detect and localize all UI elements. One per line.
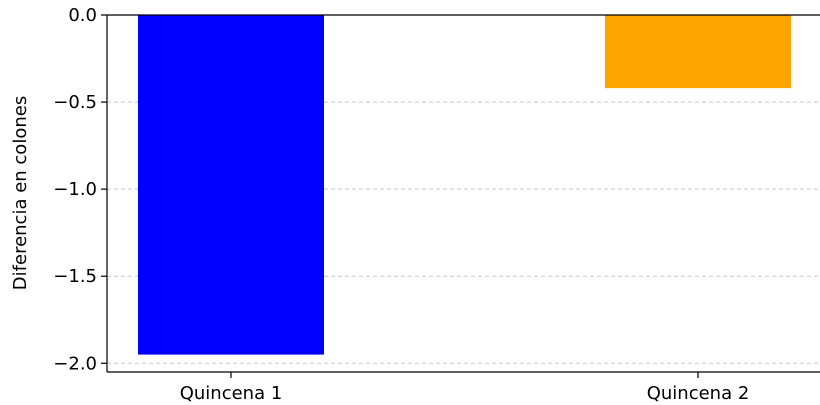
y-tick-label: −1.5 [53, 266, 97, 287]
y-tick-label: −1.0 [53, 179, 97, 200]
bar [138, 15, 324, 355]
y-tick-label: −0.5 [53, 92, 97, 113]
x-ticks: Quincena 1 Quincena 2 [180, 372, 750, 404]
x-tick-label: Quincena 2 [647, 383, 750, 404]
bar [605, 15, 791, 89]
bars [138, 15, 791, 355]
y-ticks: 0.0 −0.5 −1.0 −1.5 −2.0 [53, 5, 107, 374]
x-tick-label: Quincena 1 [180, 383, 283, 404]
y-tick-label: −2.0 [53, 353, 97, 374]
y-axis-label: Diferencia en colones [10, 96, 31, 290]
y-tick-label: 0.0 [68, 5, 97, 26]
axes [106, 14, 820, 373]
